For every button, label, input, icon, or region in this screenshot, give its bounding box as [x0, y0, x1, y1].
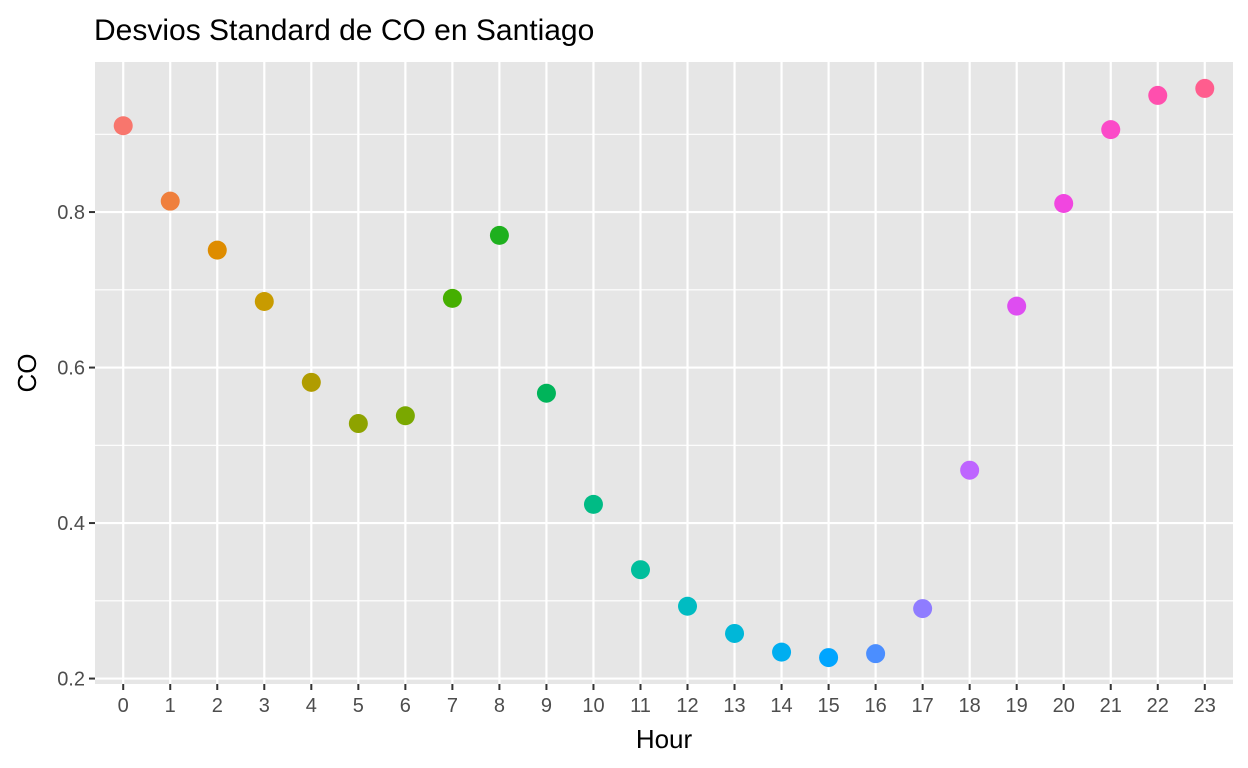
x-tick-label: 12	[676, 695, 698, 717]
x-tick-label: 17	[912, 695, 934, 717]
data-point	[489, 225, 509, 245]
x-tick-label: 11	[630, 695, 651, 717]
plot-panel	[95, 62, 1233, 684]
data-point	[301, 372, 321, 392]
x-axis-title: Hour	[636, 724, 693, 754]
data-point	[583, 494, 603, 514]
x-tick-label: 22	[1147, 695, 1169, 717]
data-point	[772, 642, 792, 662]
data-point	[254, 291, 274, 311]
data-point	[1101, 120, 1121, 140]
data-point	[207, 240, 227, 260]
x-tick-label: 1	[165, 695, 176, 717]
x-tick-label: 8	[494, 695, 505, 717]
data-point	[630, 560, 650, 580]
data-point	[160, 191, 180, 211]
x-tick-label: 19	[1006, 695, 1028, 717]
data-point	[960, 460, 980, 480]
data-point	[678, 596, 698, 616]
data-point	[1148, 85, 1168, 105]
x-tick-label: 10	[582, 695, 604, 717]
x-tick-label: 16	[864, 695, 886, 717]
data-point	[1007, 296, 1027, 316]
data-point	[1195, 78, 1215, 98]
x-tick-label: 20	[1053, 695, 1075, 717]
data-point	[819, 648, 839, 668]
data-point	[348, 414, 368, 434]
y-axis-title: CO	[12, 354, 42, 393]
data-points	[113, 78, 1215, 668]
x-tick-label: 3	[259, 695, 270, 717]
x-tick-label: 4	[306, 695, 317, 717]
x-tick-label: 14	[770, 695, 792, 717]
x-tick-label: 13	[723, 695, 745, 717]
x-tick-label: 0	[118, 695, 129, 717]
x-tick-label: 5	[353, 695, 364, 717]
y-tick-label: 0.6	[57, 358, 85, 380]
x-tick-label: 23	[1194, 695, 1216, 717]
x-tick-label: 6	[400, 695, 411, 717]
x-tick-label: 15	[817, 695, 839, 717]
y-tick-label: 0.8	[57, 202, 85, 224]
x-tick-label: 2	[212, 695, 223, 717]
data-point	[442, 288, 462, 308]
data-point	[395, 406, 415, 426]
data-point	[536, 383, 556, 403]
x-tick-label: 9	[541, 695, 552, 717]
data-point	[1054, 194, 1074, 214]
data-point	[913, 599, 933, 619]
y-tick-label: 0.2	[57, 669, 85, 691]
chart-title: Desvios Standard de CO en Santiago	[94, 14, 594, 47]
axis-ticks: 0.20.40.60.80 1 2 3 4 5 6 7 8 9 10 11 12 13 14 15 16 17 18…	[57, 202, 1216, 717]
data-point	[866, 644, 886, 664]
data-point	[725, 623, 745, 643]
data-point	[113, 116, 133, 136]
x-tick-label: 18	[959, 695, 981, 717]
x-tick-label: 21	[1100, 695, 1122, 717]
x-tick-label: 7	[447, 695, 458, 717]
y-tick-label: 0.4	[57, 513, 85, 535]
